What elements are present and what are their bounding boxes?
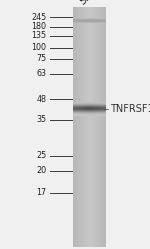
Text: Siha: Siha [78,0,102,6]
Text: 35: 35 [36,115,46,124]
Text: 63: 63 [36,69,46,78]
Text: 17: 17 [36,188,46,197]
Text: 20: 20 [36,166,46,175]
Text: 180: 180 [32,22,46,31]
Text: 25: 25 [36,151,46,160]
Text: 75: 75 [36,54,46,63]
Text: 100: 100 [32,43,46,52]
Text: 48: 48 [36,95,46,104]
Text: 135: 135 [31,31,46,40]
Text: 245: 245 [31,13,46,22]
Text: TNFRSF19: TNFRSF19 [110,104,150,114]
